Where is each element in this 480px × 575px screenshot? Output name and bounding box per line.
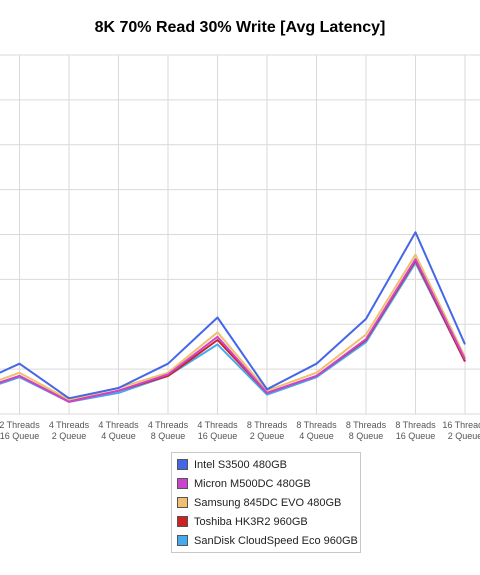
series-line-3 (0, 259, 466, 403)
legend-swatch (177, 478, 188, 489)
x-tick-label: 8 Threads 8 Queue (346, 420, 387, 441)
x-tick-label: 4 Threads 2 Queue (49, 420, 90, 441)
legend-swatch (177, 535, 188, 546)
x-tick-label-line: 2 Queue (250, 431, 285, 441)
legend-item: SanDisk CloudSpeed Eco 960GB (172, 531, 360, 550)
x-tick-label-line: 2 Queue (52, 431, 87, 441)
x-tick-label-line: 8 Threads (247, 420, 288, 430)
x-tick-label-line: 8 Queue (349, 431, 384, 441)
x-tick-label: 8 Threads 16 Queue (395, 420, 436, 441)
legend-item: Intel S3500 480GB (172, 455, 360, 474)
legend-swatch (177, 516, 188, 527)
x-tick-label-line: 8 Threads (395, 420, 436, 430)
x-tick-label-line: 8 Threads (346, 420, 387, 430)
x-tick-label-line: 8 Queue (151, 431, 186, 441)
series-line-0 (0, 231, 466, 400)
legend-item: Samsung 845DC EVO 480GB (172, 493, 360, 512)
x-tick-label-line: 4 Queue (299, 431, 334, 441)
legend-item: Toshiba HK3R2 960GB (172, 512, 360, 531)
legend-label: Intel S3500 480GB (194, 458, 287, 471)
legend-swatch (177, 459, 188, 470)
legend-swatch (177, 497, 188, 508)
x-tick-label: 4 Threads 16 Queue (197, 420, 238, 441)
series-line-2 (0, 253, 466, 401)
x-tick-label-line: 4 Threads (98, 420, 139, 430)
x-tick-label: 4 Threads 8 Queue (148, 420, 189, 441)
x-tick-label-line: 2 Threads (0, 420, 40, 430)
legend-label: SanDisk CloudSpeed Eco 960GB (194, 534, 358, 547)
series-line-1 (0, 258, 466, 403)
chart-title: 8K 70% Read 30% Write [Avg Latency] (94, 19, 386, 36)
x-tick-label-line: 4 Threads (197, 420, 238, 430)
series-lines (0, 231, 466, 403)
legend-label: Micron M500DC 480GB (194, 477, 311, 490)
legend: Intel S3500 480GB Micron M500DC 480GB Sams… (171, 452, 361, 553)
x-tick-label: 2 Threads 16 Queue (0, 420, 40, 441)
x-tick-label: 8 Threads 4 Queue (296, 420, 337, 441)
x-tick-label-line: 4 Queue (101, 431, 136, 441)
x-tick-label-line: 16 Queue (396, 431, 436, 441)
x-tick-label: 4 Threads 4 Queue (98, 420, 139, 441)
x-tick-label-line: 4 Threads (49, 420, 90, 430)
legend-label: Toshiba HK3R2 960GB (194, 515, 308, 528)
x-tick-label-line: 16 Threads (442, 420, 480, 430)
x-tick-label-line: 8 Threads (296, 420, 337, 430)
x-tick-label: 8 Threads 2 Queue (247, 420, 288, 441)
x-tick-label-line: 16 Queue (198, 431, 238, 441)
x-tick-label-line: 2 Queue (448, 431, 480, 441)
legend-item: Micron M500DC 480GB (172, 474, 360, 493)
x-tick-label-line: 16 Queue (0, 431, 39, 441)
x-tick-label-line: 4 Threads (148, 420, 189, 430)
legend-label: Samsung 845DC EVO 480GB (194, 496, 342, 509)
series-line-4 (0, 261, 466, 403)
